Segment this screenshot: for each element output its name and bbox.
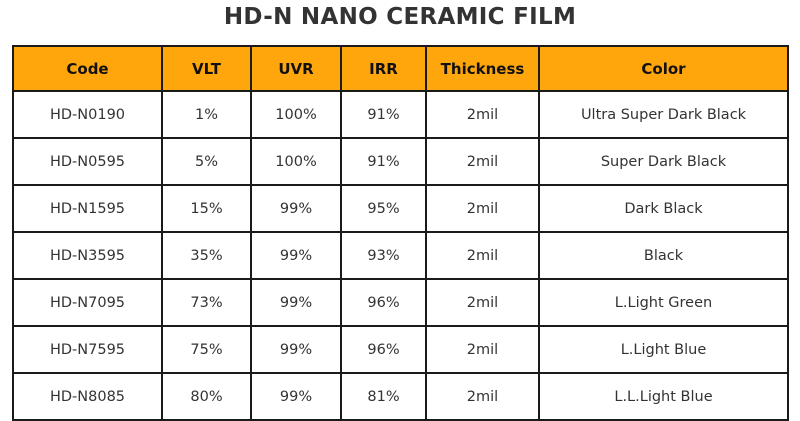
cell-irr: 91% [340, 137, 427, 186]
cell-color: Super Dark Black [538, 137, 789, 186]
column-header-color: Color [538, 45, 789, 92]
column-header-irr: IRR [340, 45, 427, 92]
cell-thickness: 2mil [425, 90, 540, 139]
cell-color: L.Light Green [538, 278, 789, 327]
table-row: HD-N0190 1% 100% 91% 2mil Ultra Super Da… [12, 90, 789, 139]
column-header-vlt: VLT [161, 45, 252, 92]
table-body: HD-N0190 1% 100% 91% 2mil Ultra Super Da… [12, 90, 789, 421]
column-header-thickness: Thickness [425, 45, 540, 92]
table-row: HD-N3595 35% 99% 93% 2mil Black [12, 231, 789, 280]
cell-code: HD-N1595 [12, 184, 163, 233]
cell-thickness: 2mil [425, 278, 540, 327]
cell-uvr: 99% [250, 325, 342, 374]
cell-irr: 96% [340, 325, 427, 374]
cell-vlt: 35% [161, 231, 252, 280]
cell-thickness: 2mil [425, 137, 540, 186]
column-header-code: Code [12, 45, 163, 92]
cell-uvr: 99% [250, 278, 342, 327]
cell-thickness: 2mil [425, 372, 540, 421]
cell-uvr: 99% [250, 184, 342, 233]
cell-vlt: 75% [161, 325, 252, 374]
table-header: Code VLT UVR IRR Thickness Color [12, 45, 789, 92]
cell-vlt: 73% [161, 278, 252, 327]
cell-code: HD-N7095 [12, 278, 163, 327]
table-row: HD-N8085 80% 99% 81% 2mil L.L.Light Blue [12, 372, 789, 421]
cell-vlt: 15% [161, 184, 252, 233]
cell-thickness: 2mil [425, 325, 540, 374]
cell-uvr: 99% [250, 231, 342, 280]
spec-table-container: Code VLT UVR IRR Thickness Color HD-N019… [12, 45, 789, 421]
cell-thickness: 2mil [425, 231, 540, 280]
cell-uvr: 100% [250, 137, 342, 186]
cell-color: L.L.Light Blue [538, 372, 789, 421]
table-row: HD-N0595 5% 100% 91% 2mil Super Dark Bla… [12, 137, 789, 186]
cell-vlt: 80% [161, 372, 252, 421]
page-title: HD-N NANO CERAMIC FILM [223, 4, 577, 30]
cell-uvr: 99% [250, 372, 342, 421]
cell-thickness: 2mil [425, 184, 540, 233]
cell-vlt: 1% [161, 90, 252, 139]
cell-color: L.Light Blue [538, 325, 789, 374]
column-header-uvr: UVR [250, 45, 342, 92]
cell-uvr: 100% [250, 90, 342, 139]
cell-irr: 95% [340, 184, 427, 233]
cell-irr: 91% [340, 90, 427, 139]
cell-color: Ultra Super Dark Black [538, 90, 789, 139]
film-spec-table: Code VLT UVR IRR Thickness Color HD-N019… [12, 45, 789, 421]
cell-vlt: 5% [161, 137, 252, 186]
cell-code: HD-N8085 [12, 372, 163, 421]
cell-irr: 93% [340, 231, 427, 280]
cell-code: HD-N3595 [12, 231, 163, 280]
table-row: HD-N1595 15% 99% 95% 2mil Dark Black [12, 184, 789, 233]
cell-irr: 81% [340, 372, 427, 421]
cell-code: HD-N0190 [12, 90, 163, 139]
cell-irr: 96% [340, 278, 427, 327]
table-row: HD-N7595 75% 99% 96% 2mil L.Light Blue [12, 325, 789, 374]
table-header-row: Code VLT UVR IRR Thickness Color [12, 45, 789, 92]
cell-code: HD-N0595 [12, 137, 163, 186]
cell-color: Black [538, 231, 789, 280]
cell-color: Dark Black [538, 184, 789, 233]
table-row: HD-N7095 73% 99% 96% 2mil L.Light Green [12, 278, 789, 327]
cell-code: HD-N7595 [12, 325, 163, 374]
